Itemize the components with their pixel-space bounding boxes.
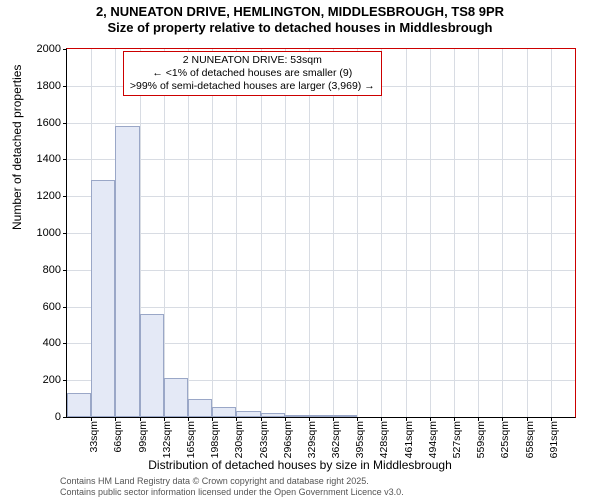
y-axis-label: Number of detached properties <box>10 65 24 230</box>
gridline-h <box>67 307 575 308</box>
gridline-v <box>285 49 286 417</box>
gridline-h <box>67 159 575 160</box>
x-tick-label: 66sqm <box>112 417 124 453</box>
histogram-bar <box>261 413 285 417</box>
gridline-v <box>454 49 455 417</box>
gridline-h <box>67 123 575 124</box>
gridline-h <box>67 233 575 234</box>
x-tick-label: 230sqm <box>233 417 245 458</box>
x-tick-label: 165sqm <box>185 417 197 458</box>
histogram-bar <box>115 126 139 417</box>
gridline-v <box>309 49 310 417</box>
gridline-v <box>261 49 262 417</box>
gridline-v <box>527 49 528 417</box>
x-tick-label: 461sqm <box>403 417 415 458</box>
x-tick-label: 329sqm <box>306 417 318 458</box>
gridline-v <box>478 49 479 417</box>
x-tick-label: 395sqm <box>354 417 366 458</box>
gridline-v <box>333 49 334 417</box>
y-tick-mark <box>63 123 67 124</box>
title-line-1: 2, NUNEATON DRIVE, HEMLINGTON, MIDDLESBR… <box>0 4 600 20</box>
x-tick-label: 625sqm <box>499 417 511 458</box>
x-tick-label: 296sqm <box>282 417 294 458</box>
gridline-v <box>381 49 382 417</box>
x-tick-label: 494sqm <box>427 417 439 458</box>
x-tick-label: 99sqm <box>137 417 149 453</box>
histogram-bar <box>188 399 212 417</box>
plot-area: 020040060080010001200140016001800200033s… <box>66 48 576 418</box>
y-tick-mark <box>63 417 67 418</box>
y-tick-mark <box>63 196 67 197</box>
x-tick-label: 527sqm <box>451 417 463 458</box>
y-tick-mark <box>63 159 67 160</box>
x-tick-label: 362sqm <box>330 417 342 458</box>
gridline-v <box>236 49 237 417</box>
annotation-line-1: 2 NUNEATON DRIVE: 53sqm <box>130 54 375 67</box>
footer-line-2: Contains public sector information licen… <box>60 487 404 498</box>
gridline-h <box>67 270 575 271</box>
gridline-v <box>406 49 407 417</box>
gridline-v <box>430 49 431 417</box>
chart-title: 2, NUNEATON DRIVE, HEMLINGTON, MIDDLESBR… <box>0 0 600 37</box>
gridline-v <box>551 49 552 417</box>
y-tick-mark <box>63 380 67 381</box>
histogram-bar <box>91 180 115 417</box>
histogram-bar <box>140 314 164 417</box>
footer-line-1: Contains HM Land Registry data © Crown c… <box>60 476 404 487</box>
histogram-bar <box>285 415 309 417</box>
x-tick-label: 132sqm <box>161 417 173 458</box>
gridline-v <box>502 49 503 417</box>
annotation-line-3: >99% of semi-detached houses are larger … <box>130 80 375 93</box>
chart-container: 2, NUNEATON DRIVE, HEMLINGTON, MIDDLESBR… <box>0 0 600 500</box>
gridline-v <box>164 49 165 417</box>
histogram-bar <box>236 411 260 417</box>
x-tick-label: 559sqm <box>475 417 487 458</box>
histogram-bar <box>67 393 91 417</box>
x-tick-label: 263sqm <box>258 417 270 458</box>
y-tick-mark <box>63 86 67 87</box>
histogram-bar <box>164 378 188 417</box>
y-tick-mark <box>63 343 67 344</box>
x-tick-label: 198sqm <box>209 417 221 458</box>
histogram-bar <box>333 415 357 417</box>
gridline-v <box>212 49 213 417</box>
gridline-v <box>357 49 358 417</box>
y-tick-mark <box>63 49 67 50</box>
gridline-v <box>188 49 189 417</box>
y-tick-mark <box>63 233 67 234</box>
x-axis-label: Distribution of detached houses by size … <box>0 458 600 472</box>
footer-attribution: Contains HM Land Registry data © Crown c… <box>60 476 404 498</box>
x-tick-label: 33sqm <box>88 417 100 453</box>
y-tick-mark <box>63 270 67 271</box>
x-tick-label: 691sqm <box>548 417 560 458</box>
y-tick-mark <box>63 307 67 308</box>
annotation-box: 2 NUNEATON DRIVE: 53sqm← <1% of detached… <box>123 51 382 96</box>
title-line-2: Size of property relative to detached ho… <box>0 20 600 36</box>
histogram-bar <box>212 407 236 417</box>
gridline-h <box>67 196 575 197</box>
x-tick-label: 658sqm <box>524 417 536 458</box>
annotation-line-2: ← <1% of detached houses are smaller (9) <box>130 67 375 80</box>
histogram-bar <box>309 415 333 417</box>
x-tick-label: 428sqm <box>378 417 390 458</box>
